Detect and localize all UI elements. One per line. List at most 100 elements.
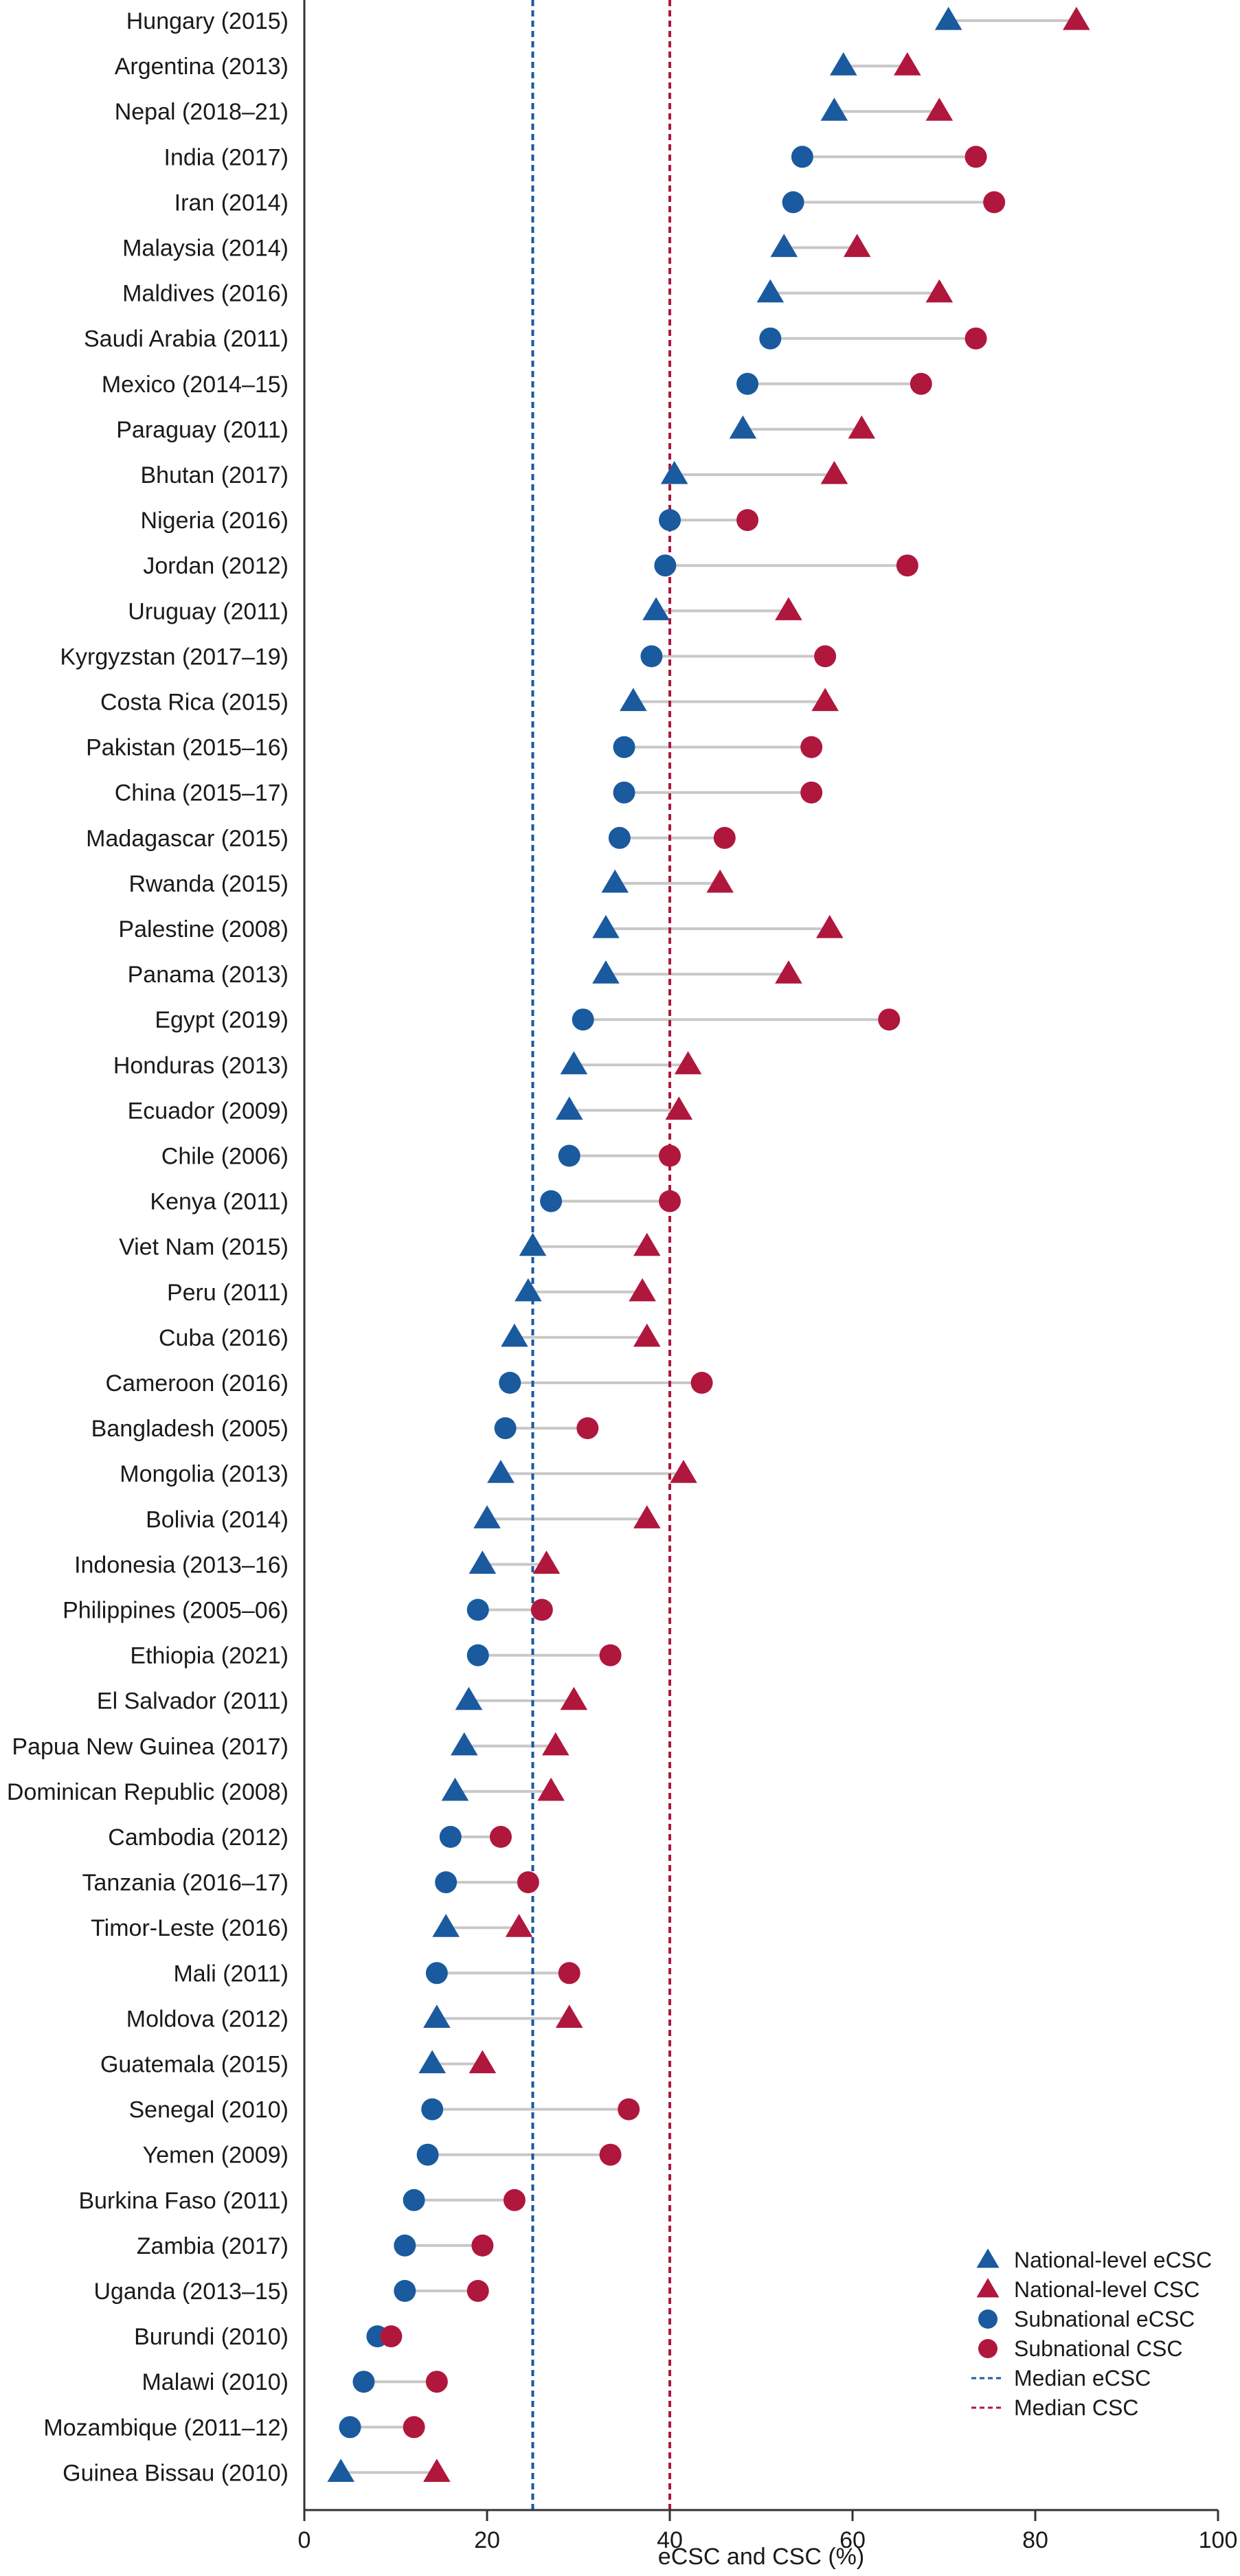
subnational-csc-marker <box>659 1190 681 1212</box>
subnational-ecsc-marker <box>736 372 759 395</box>
national-ecsc-marker <box>432 1914 460 1937</box>
country-label: Mongolia (2013) <box>120 1461 289 1487</box>
legend-label: National-level CSC <box>1014 2277 1199 2302</box>
country-label: Tanzania (2016–17) <box>82 1870 289 1896</box>
subnational-ecsc-marker <box>425 1962 448 1985</box>
national-csc-marker <box>811 688 839 712</box>
country-label: Malawi (2010) <box>142 2369 289 2395</box>
national-ecsc-marker <box>601 869 629 893</box>
subnational-ecsc-marker <box>403 2189 425 2211</box>
subnational-ecsc-marker <box>466 1598 489 1621</box>
subnational-ecsc-marker <box>540 1190 563 1212</box>
national-csc-marker <box>469 2050 497 2074</box>
subnational-csc-marker <box>618 2098 640 2121</box>
subnational-csc-marker <box>878 1008 901 1031</box>
country-label: Indonesia (2013–16) <box>74 1552 289 1578</box>
subnational-ecsc-marker <box>466 1644 489 1667</box>
subnational-csc-marker <box>910 372 932 395</box>
subnational-csc-marker <box>599 1644 622 1667</box>
national-ecsc-marker <box>441 1777 469 1801</box>
subnational-csc-marker <box>965 327 987 350</box>
country-label: El Salvador (2011) <box>97 1688 289 1715</box>
subnational-csc-marker <box>690 1372 713 1394</box>
subnational-ecsc-marker <box>421 2098 444 2121</box>
subnational-ecsc-marker <box>640 645 663 668</box>
country-label: Mexico (2014–15) <box>102 372 289 398</box>
subnational-csc-marker <box>800 781 823 804</box>
country-label: Papua New Guinea (2017) <box>12 1734 289 1760</box>
country-label: Palestine (2008) <box>118 916 289 942</box>
national-ecsc-marker <box>592 960 620 984</box>
country-label: Burkina Faso (2011) <box>78 2188 289 2214</box>
subnational-ecsc-marker <box>791 146 813 168</box>
national-csc-marker <box>423 2459 451 2483</box>
subnational-csc-marker <box>403 2416 425 2439</box>
country-label: Moldova (2012) <box>126 2006 289 2032</box>
country-label: Bolivia (2014) <box>146 1506 289 1533</box>
country-label: Ethiopia (2021) <box>130 1643 289 1669</box>
subnational-csc-marker <box>599 2143 622 2166</box>
national-csc-marker <box>532 1550 561 1574</box>
legend-label: Median eCSC <box>1014 2366 1151 2391</box>
country-label: China (2015–17) <box>115 780 289 806</box>
country-label: Cambodia (2012) <box>108 1824 289 1851</box>
national-ecsc-marker <box>473 1505 501 1528</box>
country-label: Guinea Bissau (2010) <box>63 2460 289 2486</box>
x-axis-title: eCSC and CSC (%) <box>658 2544 864 2570</box>
national-ecsc-marker <box>501 1323 528 1347</box>
country-label: Uganda (2013–15) <box>93 2279 289 2305</box>
legend: National-level eCSC National-level CSC Sub… <box>971 2248 1212 2420</box>
subnational-ecsc-marker <box>608 826 631 849</box>
subnational-ecsc-marker <box>558 1144 580 1167</box>
national-ecsc-marker <box>560 1051 588 1074</box>
national-csc-marker <box>848 415 876 439</box>
country-label: Rwanda (2015) <box>129 871 289 897</box>
country-label: Cuba (2016) <box>159 1325 289 1351</box>
country-label: Viet Nam (2015) <box>119 1234 289 1261</box>
subnational-csc-marker <box>896 554 918 577</box>
country-label: Jordan (2012) <box>143 553 289 579</box>
country-label: Egypt (2019) <box>155 1007 289 1033</box>
national-ecsc-marker <box>418 2050 446 2074</box>
national-csc-marker <box>674 1051 702 1074</box>
national-csc-marker <box>815 914 844 938</box>
legend-label: National-level eCSC <box>1014 2248 1212 2272</box>
country-label: Malaysia (2014) <box>122 236 289 262</box>
country-label: Honduras (2013) <box>113 1052 289 1078</box>
subnational-csc-marker <box>736 509 759 532</box>
subnational-csc-marker <box>659 1144 681 1167</box>
country-label: Panama (2013) <box>128 962 289 988</box>
x-tick-label: 20 <box>474 2527 500 2553</box>
national-ecsc-marker <box>729 415 757 439</box>
subnational-ecsc-marker <box>394 2280 416 2302</box>
national-csc-marker <box>560 1686 588 1710</box>
subnational-csc-marker <box>471 2234 494 2257</box>
country-label: Bangladesh (2005) <box>91 1416 289 1442</box>
country-label: Costa Rica (2015) <box>100 690 289 716</box>
subnational-csc-marker <box>983 191 1006 214</box>
subnational-ecsc-marker <box>782 191 804 214</box>
national-csc-marker <box>555 2004 583 2029</box>
country-label: Kyrgyzstan (2017–19) <box>60 644 289 670</box>
country-label: Burundi (2010) <box>134 2324 289 2350</box>
x-tick-label: 100 <box>1199 2527 1238 2553</box>
country-label: Kenya (2011) <box>150 1189 289 1215</box>
country-label: Peru (2011) <box>167 1280 289 1306</box>
legend-circle-swatch <box>978 2339 997 2358</box>
chart-markers <box>327 6 1090 2483</box>
national-ecsc-marker <box>770 234 798 258</box>
subnational-csc-marker <box>503 2189 526 2211</box>
national-ecsc-marker <box>450 1732 478 1756</box>
national-csc-marker <box>629 1278 656 1302</box>
country-label: Argentina (2013) <box>115 54 289 80</box>
country-label: Iran (2014) <box>174 190 289 216</box>
country-label: India (2017) <box>164 144 289 170</box>
country-label: Chile (2006) <box>161 1144 289 1170</box>
country-label: Maldives (2016) <box>122 281 289 307</box>
legend-triangle-swatch <box>976 2278 1000 2298</box>
national-ecsc-marker <box>487 1460 515 1483</box>
national-ecsc-marker <box>592 914 620 938</box>
subnational-csc-marker <box>558 1962 580 1985</box>
subnational-ecsc-marker <box>613 736 635 758</box>
subnational-ecsc-marker <box>435 1871 458 1894</box>
